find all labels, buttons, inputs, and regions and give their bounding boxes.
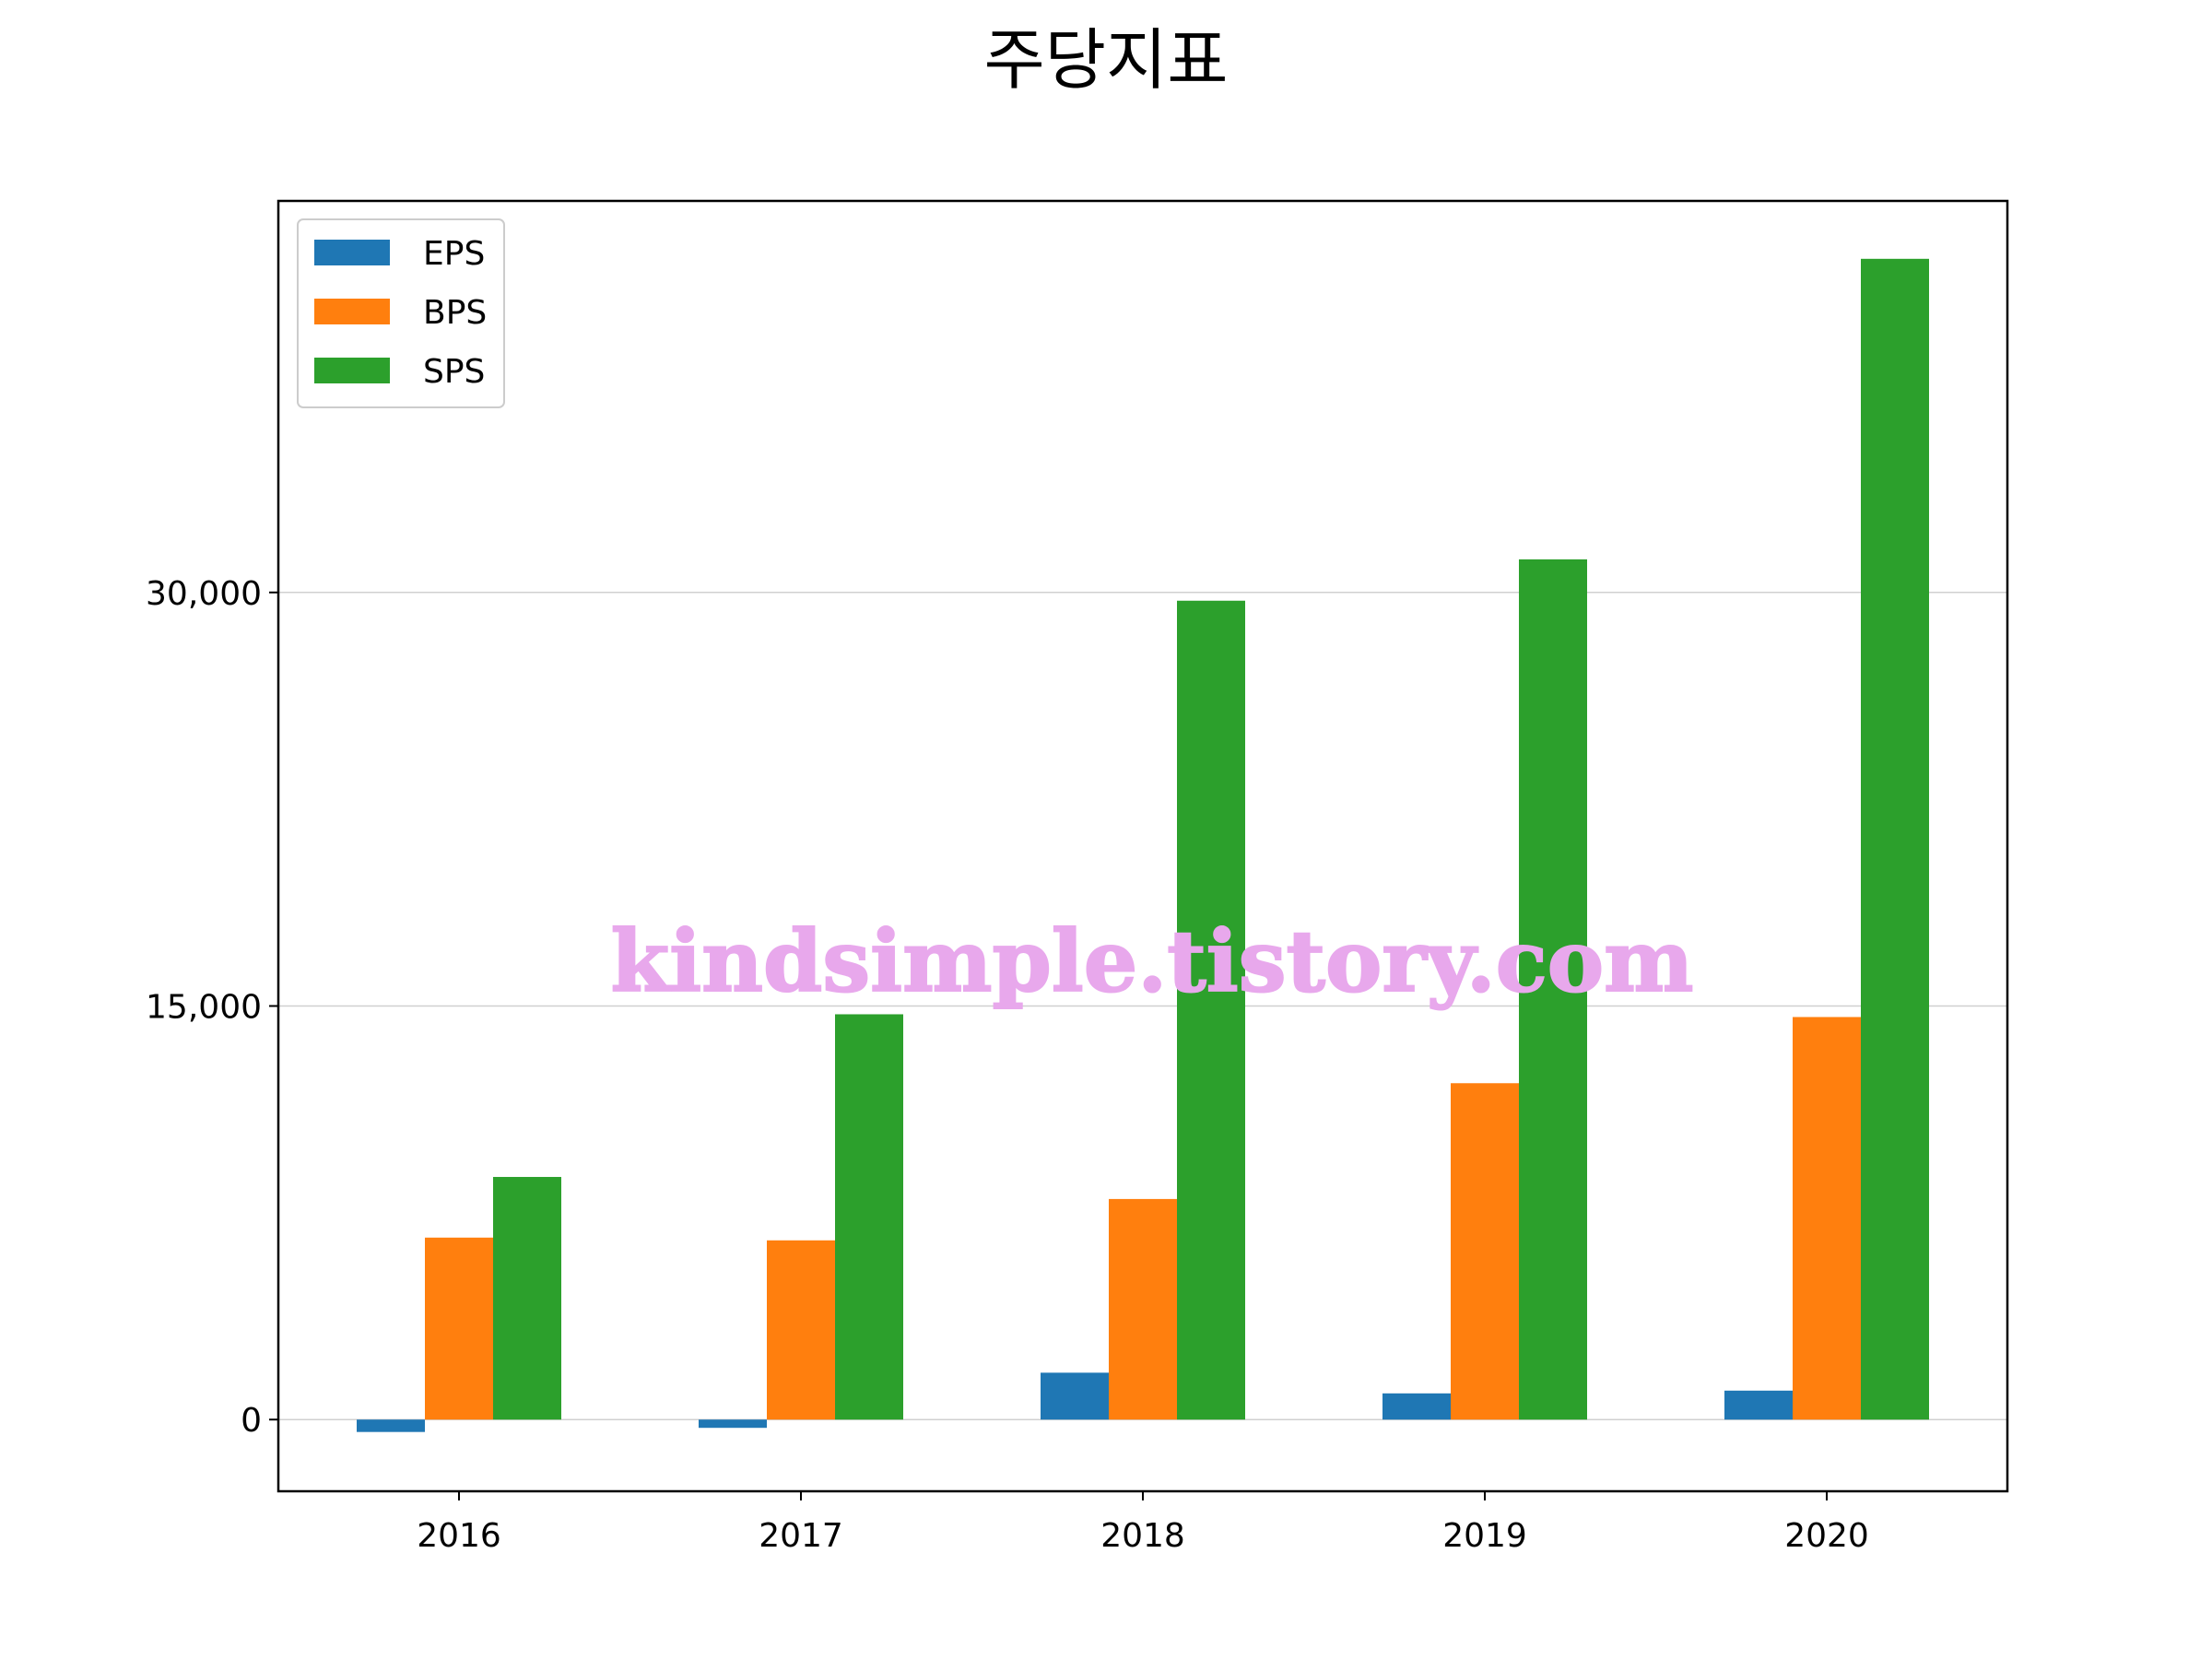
x-tick-label: 2018 [1100,1517,1185,1555]
x-tick-label: 2019 [1442,1517,1527,1555]
chart-title: 주당지표 [984,21,1229,99]
bar-bps-2017 [767,1240,835,1420]
bar-eps-2020 [1724,1390,1793,1420]
watermark: kindsimple.tistory.com [610,912,1693,1011]
bar-eps-2019 [1382,1393,1451,1420]
bar-bps-2019 [1451,1083,1519,1420]
bar-eps-2017 [699,1419,767,1429]
legend-swatch-bps [314,299,390,324]
bar-eps-2018 [1041,1372,1109,1420]
legend: EPS BPS SPS [297,218,505,408]
legend-swatch-sps [314,358,390,383]
bar-bps-2016 [425,1237,493,1420]
y-tick-label: 30,000 [146,575,262,613]
bar-sps-2017 [835,1014,903,1420]
y-tick-label: 15,000 [146,989,262,1027]
x-tick-label: 2020 [1784,1517,1869,1555]
bar-eps-2016 [357,1419,425,1432]
bar-bps-2020 [1793,1017,1861,1420]
bar-sps-2019 [1519,559,1587,1420]
legend-label-eps: EPS [423,235,485,273]
legend-label-bps: BPS [423,294,487,332]
x-tick-label: 2016 [417,1517,501,1555]
bar-sps-2016 [493,1176,561,1420]
bar-sps-2020 [1861,258,1929,1420]
legend-swatch-eps [314,240,390,265]
bar-sps-2018 [1177,600,1245,1420]
y-tick-label: 0 [241,1402,262,1440]
x-tick-label: 2017 [759,1517,843,1555]
plot-area: 0 15,000 30,000 2016 2017 2018 2019 2020 EPS BPS S… [146,199,2009,1555]
bar-bps-2018 [1109,1198,1177,1420]
legend-label-sps: SPS [423,353,485,391]
